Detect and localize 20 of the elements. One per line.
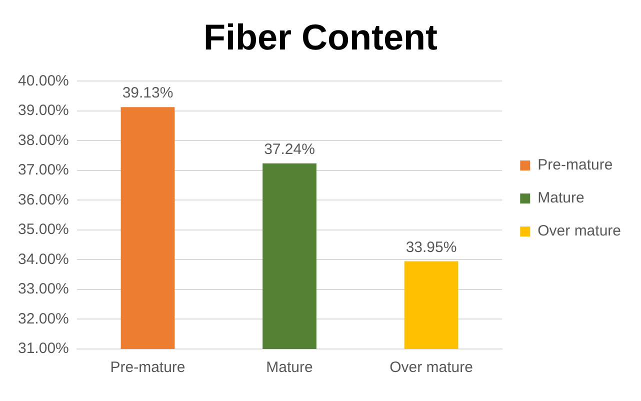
y-tick-label: 35.00% [18,221,69,238]
y-tick-label: 36.00% [18,191,69,208]
legend-label: Pre-mature [538,156,613,174]
y-tick-label: 34.00% [18,250,69,268]
y-tick-label: 40.00% [18,72,69,90]
legend-label: Over mature [538,222,621,240]
y-tick-label: 31.00% [18,340,69,358]
chart-title: Fiber Content [204,16,438,58]
legend-label: Mature [538,190,584,207]
data-label: 39.13% [122,84,174,102]
y-tick-label: 33.00% [18,280,69,298]
y-tick-label: 32.00% [18,310,69,328]
x-tick-label: Over mature [390,359,473,376]
y-tick-label: 38.00% [18,132,69,149]
x-tick-label: Pre-mature [110,359,186,376]
data-label: 33.95% [406,238,457,256]
y-tick-label: 39.00% [18,102,69,120]
y-tick-label: 37.00% [18,162,69,179]
x-tick-label: Mature [266,359,313,376]
data-label: 37.24% [264,140,315,158]
